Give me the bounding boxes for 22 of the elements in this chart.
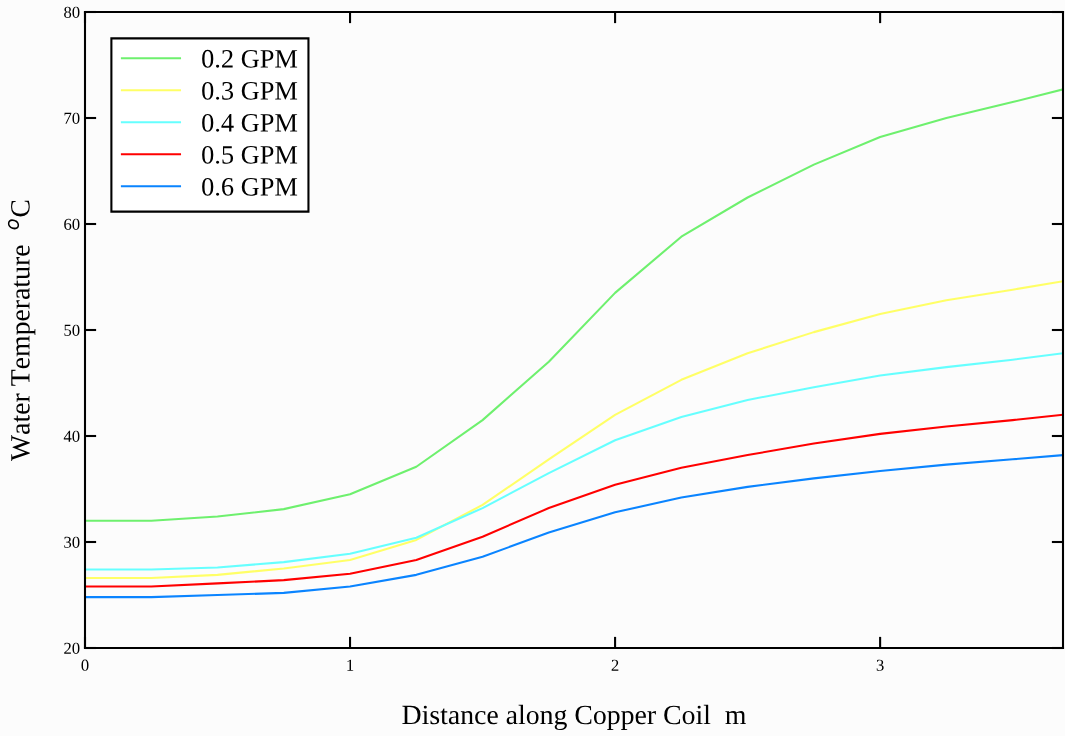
legend-label: 0.5 GPM — [202, 145, 298, 164]
line-series — [85, 352, 1063, 571]
y-tick-label: 50 — [64, 324, 80, 336]
x-tick-label: 1 — [347, 659, 354, 671]
x-tick-label: 3 — [876, 659, 884, 671]
y-tick-label: 30 — [64, 536, 80, 548]
x-axis-title: Distance along Copper Coil m — [402, 704, 746, 731]
x-tick-label: 0 — [81, 659, 89, 671]
y-tick-label: 40 — [63, 430, 80, 442]
y-tick-label: 80 — [64, 6, 80, 18]
y-axis-title: Water Temperature $^{o}$C — [7, 200, 36, 462]
y-tick-label: 60 — [64, 218, 80, 230]
legend-label: 0.3 GPM — [202, 81, 298, 100]
line-series — [85, 454, 1063, 599]
legend-label: 0.6 GPM — [202, 177, 298, 196]
y-tick-label: 20 — [64, 642, 80, 654]
line-series — [85, 413, 1063, 588]
legend-label: 0.2 GPM — [202, 49, 298, 68]
x-tick-label: 2 — [611, 659, 619, 671]
y-tick-label: 70 — [64, 112, 80, 124]
line-series — [85, 280, 1063, 580]
legend-label: 0.4 GPM — [202, 113, 298, 132]
